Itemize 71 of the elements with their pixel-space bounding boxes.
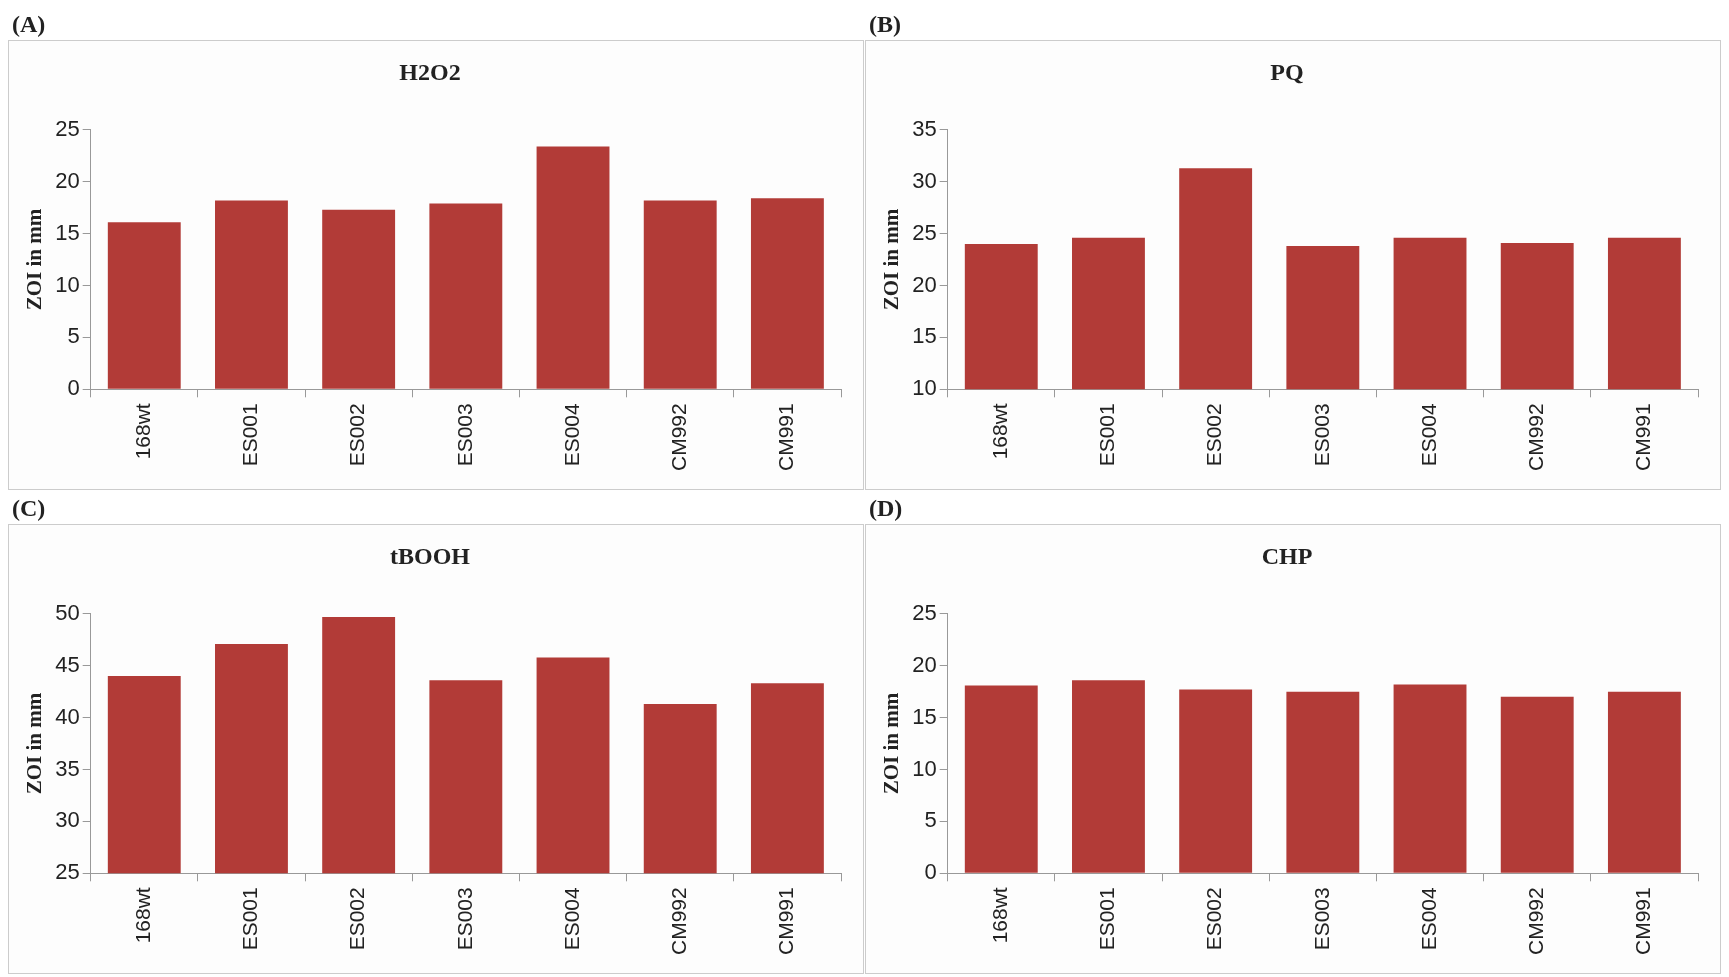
y-tick-label: 10 bbox=[912, 375, 937, 401]
x-tick-label: ES002 bbox=[345, 887, 369, 951]
x-tick-label: ES002 bbox=[1202, 403, 1226, 467]
text: (D) bbox=[869, 495, 903, 521]
y-tick-label: 35 bbox=[912, 115, 937, 141]
y-tick-label: 25 bbox=[912, 219, 937, 245]
x-tick-label: 168wt bbox=[131, 887, 155, 944]
x-tick-label: ES004 bbox=[559, 886, 583, 951]
y-tick-label: 25 bbox=[912, 599, 937, 625]
x-tick-label: ES001 bbox=[1095, 887, 1119, 951]
x-tick-label: ES003 bbox=[1309, 887, 1333, 951]
y-tick-label: 20 bbox=[912, 271, 937, 297]
chart-title: H2O2 bbox=[399, 58, 461, 85]
x-tick-label: ES001 bbox=[1095, 403, 1119, 467]
text: (C) bbox=[12, 495, 46, 521]
x-tick-label: 168wt bbox=[131, 403, 155, 460]
y-tick-label: 10 bbox=[912, 755, 937, 781]
bar bbox=[536, 146, 610, 389]
y-axis-title: ZOI in mm bbox=[22, 692, 47, 795]
y-tick-label: 5 bbox=[924, 807, 937, 833]
x-tick-label: CM991 bbox=[774, 887, 798, 956]
y-tick-label: 35 bbox=[55, 755, 80, 781]
chart-title: tBOOH bbox=[389, 542, 471, 569]
bar bbox=[750, 198, 824, 389]
y-tick-label: 20 bbox=[55, 167, 80, 193]
chart-title: CHP bbox=[1261, 542, 1313, 569]
chart-title: PQ bbox=[1270, 58, 1304, 85]
x-tick-label: CM991 bbox=[1631, 887, 1655, 956]
y-tick-label: 0 bbox=[67, 375, 80, 401]
y-tick-label: 50 bbox=[55, 599, 80, 625]
y-tick-label: 40 bbox=[55, 703, 80, 729]
x-tick-label: ES003 bbox=[452, 403, 476, 467]
bar bbox=[322, 209, 396, 389]
x-tick-label: CM991 bbox=[1631, 403, 1655, 472]
x-tick-label: CM992 bbox=[667, 887, 691, 956]
x-tick-label: CM992 bbox=[667, 403, 691, 472]
x-tick-label: 168wt bbox=[988, 403, 1012, 460]
y-tick-label: 25 bbox=[55, 115, 80, 141]
y-axis-title: ZOI in mm bbox=[879, 692, 904, 795]
bar bbox=[643, 200, 717, 389]
bar bbox=[215, 200, 288, 389]
x-tick-label: ES002 bbox=[1202, 887, 1226, 951]
x-tick-label: 168wt bbox=[988, 887, 1012, 944]
x-tick-label: CM992 bbox=[1524, 403, 1548, 472]
y-tick-label: 30 bbox=[55, 807, 80, 833]
x-tick-label: ES004 bbox=[559, 402, 583, 467]
x-tick-label: CM992 bbox=[1524, 887, 1548, 956]
y-tick-label: 15 bbox=[912, 323, 937, 349]
x-tick-label: ES001 bbox=[238, 403, 262, 467]
text: (A) bbox=[12, 11, 46, 37]
x-tick-label: ES003 bbox=[1309, 403, 1333, 467]
x-tick-label: CM991 bbox=[774, 403, 798, 472]
y-tick-label: 5 bbox=[67, 323, 80, 349]
x-tick-label: ES002 bbox=[345, 403, 369, 467]
bar bbox=[429, 203, 503, 389]
y-axis-title: ZOI in mm bbox=[879, 208, 904, 311]
y-tick-label: 25 bbox=[55, 859, 80, 885]
y-tick-label: 10 bbox=[55, 271, 80, 297]
bar bbox=[107, 222, 181, 389]
x-tick-label: ES004 bbox=[1416, 886, 1440, 951]
x-tick-label: ES001 bbox=[238, 887, 262, 951]
x-tick-label: ES003 bbox=[452, 887, 476, 951]
x-tick-label: ES004 bbox=[1416, 402, 1440, 467]
y-tick-label: 45 bbox=[55, 651, 80, 677]
y-tick-label: 30 bbox=[912, 167, 937, 193]
y-tick-label: 0 bbox=[924, 859, 937, 885]
y-tick-label: 15 bbox=[55, 219, 80, 245]
y-axis-title: ZOI in mm bbox=[22, 208, 47, 311]
y-tick-label: 20 bbox=[912, 651, 937, 677]
text: (B) bbox=[869, 11, 901, 37]
y-tick-label: 15 bbox=[912, 703, 937, 729]
